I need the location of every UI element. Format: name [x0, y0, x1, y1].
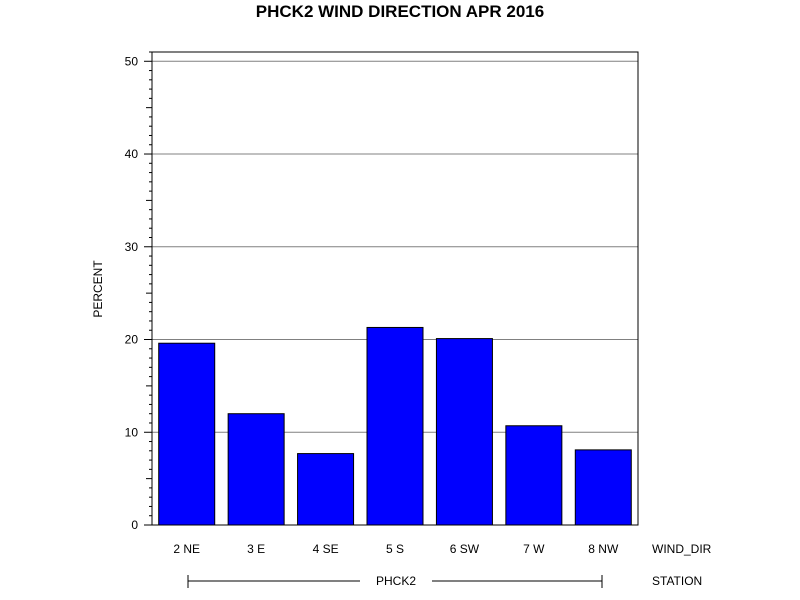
x-axis-label: WIND_DIR [652, 542, 712, 556]
x-tick-label: 4 SE [313, 542, 339, 556]
y-tick-label: 30 [125, 240, 139, 254]
bar [574, 449, 632, 526]
x-axis-labels: 2 NE 3 E 4 SE 5 S 6 SW 7 W 8 NW [173, 542, 619, 556]
station-bracket: PHCK2 [187, 574, 603, 588]
x-tick-label: 8 NW [588, 542, 619, 556]
bar [227, 413, 285, 526]
y-tick-label: 10 [125, 425, 139, 439]
x-tick-label: 6 SW [450, 542, 480, 556]
x-tick-label: 7 W [523, 542, 545, 556]
x-tick-label: 3 E [247, 542, 265, 556]
bar [158, 342, 216, 526]
y-tick-label: 20 [125, 333, 139, 347]
x-tick-label: 2 NE [173, 542, 200, 556]
y-axis: 0 10 20 30 40 50 [125, 51, 152, 532]
bars [158, 326, 632, 526]
x-tick-label: 5 S [386, 542, 404, 556]
bar [366, 326, 424, 526]
y-tick-label: 50 [125, 54, 139, 68]
bar [435, 338, 493, 526]
y-axis-label: PERCENT [91, 260, 105, 318]
station-axis-label: STATION [652, 574, 702, 588]
chart-title: PHCK2 WIND DIRECTION APR 2016 [256, 2, 544, 21]
plot-frame [151, 51, 639, 526]
bar [297, 453, 355, 526]
bar [505, 425, 563, 526]
y-tick-label: 40 [125, 147, 139, 161]
station-value: PHCK2 [376, 574, 416, 588]
y-tick-label: 0 [131, 518, 138, 532]
